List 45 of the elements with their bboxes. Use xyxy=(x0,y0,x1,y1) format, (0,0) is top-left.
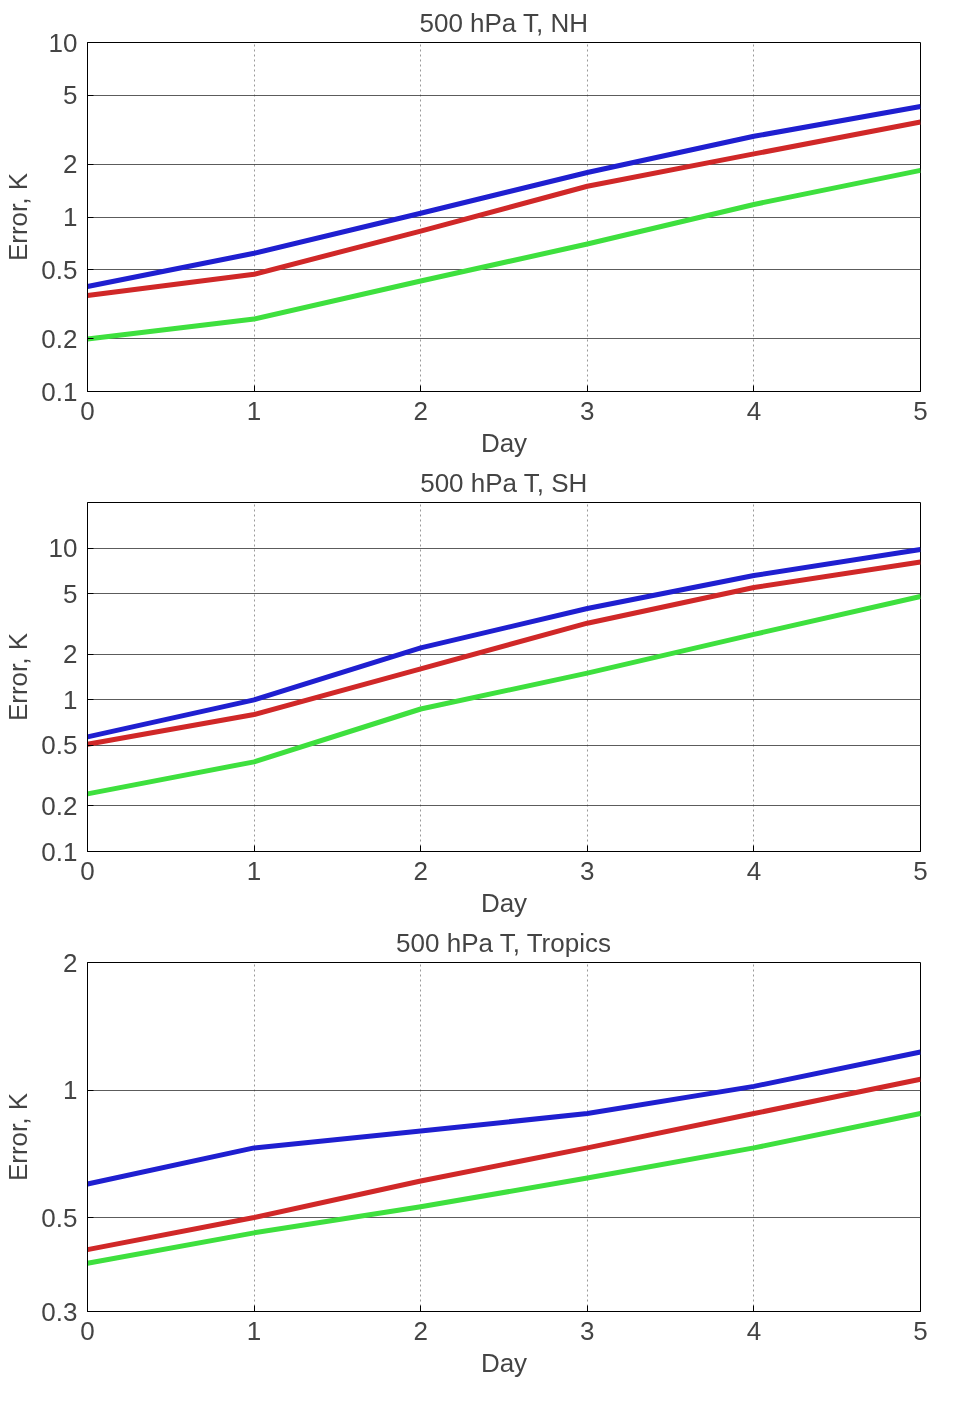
chart-title: 500 hPa T, SH xyxy=(420,467,588,498)
y-tick-label: 0.5 xyxy=(41,1202,78,1233)
x-tick-label: 4 xyxy=(746,855,762,886)
y-tick-label: 2 xyxy=(63,947,78,978)
y-tick-label: 5 xyxy=(63,578,78,609)
x-tick-label: 1 xyxy=(246,1315,262,1346)
x-tick-label: 3 xyxy=(580,855,595,886)
x-tick-label: 1 xyxy=(246,855,262,886)
x-tick-label: 2 xyxy=(413,395,428,426)
y-tick-label: 10 xyxy=(48,27,78,58)
y-tick-label: 0.1 xyxy=(41,836,78,867)
x-tick-label: 4 xyxy=(746,395,762,426)
y-tick-label: 1 xyxy=(63,1075,78,1106)
y-axis-title: Error, K xyxy=(3,632,34,722)
y-tick-label: 0.5 xyxy=(41,254,78,285)
y-tick-label: 0.3 xyxy=(41,1296,78,1327)
y-tick-label: 1 xyxy=(63,202,78,232)
chart-title: 500 hPa T, Tropics xyxy=(396,927,611,958)
x-axis-title: Day xyxy=(480,427,528,458)
chart-title: 500 hPa T, NH xyxy=(419,7,589,38)
x-tick-label: 4 xyxy=(746,1315,762,1346)
y-axis-title: Error, K xyxy=(3,1092,34,1182)
y-tick-label: 1 xyxy=(63,684,78,715)
y-axis-title: Error, K xyxy=(3,172,34,262)
y-tick-label: 0.2 xyxy=(41,323,78,354)
x-tick-label: 2 xyxy=(413,1315,428,1346)
x-axis-title: Day xyxy=(480,1347,528,1378)
x-tick-label: 3 xyxy=(580,1315,595,1346)
x-tick-label: 1 xyxy=(246,395,262,426)
y-tick-label: 2 xyxy=(63,639,78,670)
y-tick-label: 0.2 xyxy=(41,790,78,821)
x-tick-label: 0 xyxy=(80,395,95,426)
y-tick-label: 0.1 xyxy=(41,376,78,407)
x-tick-label: 0 xyxy=(80,1315,95,1346)
y-tick-label: 2 xyxy=(63,149,78,180)
y-tick-label: 10 xyxy=(48,533,78,564)
y-tick-label: 5 xyxy=(63,80,78,111)
x-tick-label: 5 xyxy=(913,1315,928,1346)
x-tick-label: 5 xyxy=(913,395,928,426)
x-tick-label: 2 xyxy=(413,855,428,886)
x-axis-title: Day xyxy=(480,887,528,918)
y-tick-label: 0.5 xyxy=(41,730,78,761)
x-tick-label: 3 xyxy=(580,395,595,426)
x-tick-label: 5 xyxy=(913,855,928,886)
x-tick-label: 0 xyxy=(80,855,95,886)
